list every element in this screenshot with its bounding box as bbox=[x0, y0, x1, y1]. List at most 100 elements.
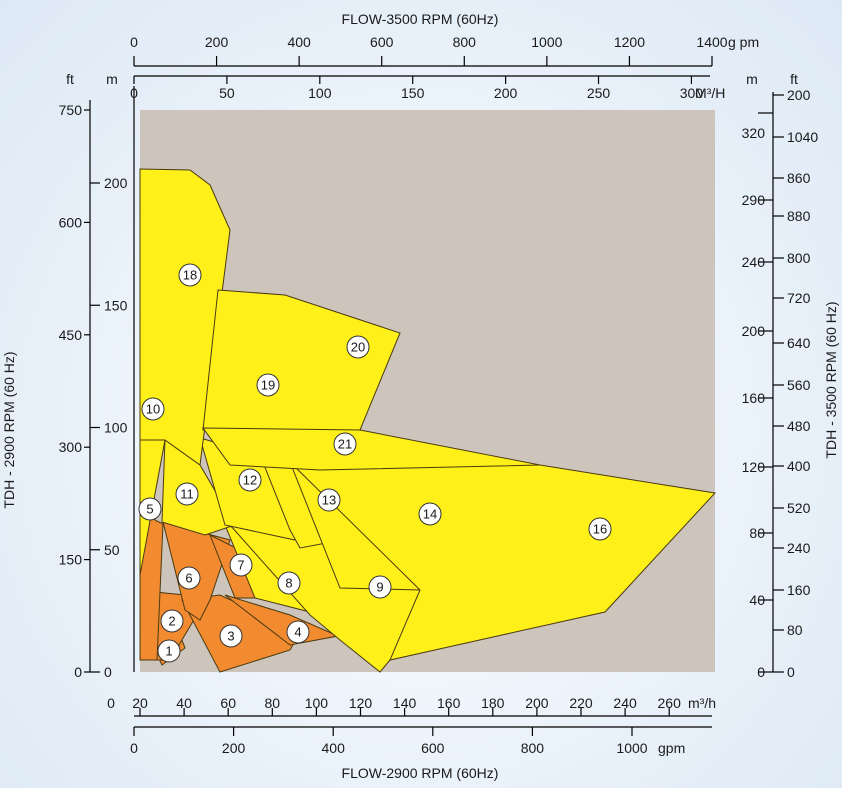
bottom-m3h-tick-label: 200 bbox=[525, 695, 549, 711]
bottom-m3h-tick-label: 180 bbox=[481, 695, 505, 711]
left-m-ticks: 200 150 100 50 0 bbox=[90, 175, 128, 680]
left-ft-tick-label: 150 bbox=[59, 552, 83, 568]
right-ticks: 3202902402001601208040020010408608808007… bbox=[742, 87, 819, 680]
right-ft-unit: ft bbox=[790, 71, 798, 87]
bottom-m3h-tick-label: 60 bbox=[220, 695, 236, 711]
top-m3h-tick-label: 50 bbox=[219, 85, 235, 101]
region-label-12: 12 bbox=[238, 468, 262, 492]
top-m3h-ticks: 0 50 100 150 200 250 300 bbox=[130, 76, 703, 101]
bottom-m3h-ticks: 0 20 40 60 80 100 120 140 160 180 200 220 240 260 bbox=[107, 695, 681, 716]
right-m-tick-label: 80 bbox=[749, 525, 765, 541]
region-label-19: 19 bbox=[256, 373, 280, 397]
region-label-circle bbox=[333, 432, 357, 456]
left-m-tick-label: 150 bbox=[104, 297, 128, 313]
region-label-text: 3 bbox=[227, 629, 234, 644]
region-label-text: 18 bbox=[183, 268, 197, 283]
right-ft-tick-label: 240 bbox=[787, 540, 811, 556]
region-label-text: 14 bbox=[423, 507, 437, 522]
region-label-7: 7 bbox=[229, 553, 253, 577]
right-ft-tick-label: 80 bbox=[787, 622, 803, 638]
region-label-circle bbox=[177, 566, 201, 590]
left-ft-tick-label: 600 bbox=[59, 214, 83, 230]
region-label-text: 21 bbox=[338, 437, 352, 452]
right-m-tick-label: 40 bbox=[749, 592, 765, 608]
right-m-tick-label: 0 bbox=[757, 664, 765, 680]
left-ft-tick-label: 450 bbox=[59, 327, 83, 343]
left-axis-title: TDH - 2900 RPM (60 Hz) bbox=[1, 351, 17, 508]
right-ft-tick-label: 160 bbox=[787, 582, 811, 598]
region-label-circle bbox=[238, 468, 262, 492]
right-ft-tick-label: 1040 bbox=[787, 129, 818, 145]
region-label-21: 21 bbox=[333, 432, 357, 456]
right-ft-tick-label: 480 bbox=[787, 418, 811, 434]
top-m3h-tick-label: 200 bbox=[494, 85, 518, 101]
region-label-circle bbox=[588, 517, 612, 541]
right-ft-tick-label: 880 bbox=[787, 208, 811, 224]
right-axis-title: TDH - 3500 RPM (60 Hz) bbox=[823, 301, 839, 458]
left-ft-tick-label: 750 bbox=[59, 102, 83, 118]
top-gpm-unit: g pm bbox=[728, 34, 759, 50]
region-label-text: 13 bbox=[322, 493, 336, 508]
region-label-text: 4 bbox=[294, 625, 301, 640]
right-ft-tick-label: 400 bbox=[787, 458, 811, 474]
top-m3h-unit: M³/H bbox=[695, 85, 725, 101]
region-label-text: 7 bbox=[237, 558, 244, 573]
bottom-m3h-tick-label: 220 bbox=[569, 695, 593, 711]
region-label-9: 9 bbox=[368, 575, 392, 599]
region-label-text: 9 bbox=[376, 580, 383, 595]
region-label-text: 11 bbox=[180, 487, 194, 502]
right-ft-tick-label: 520 bbox=[787, 500, 811, 516]
right-ft-tick-label: 640 bbox=[787, 335, 811, 351]
region-label-20: 20 bbox=[346, 335, 370, 359]
left-ft-ticks: 750 600 450 300 150 0 bbox=[59, 102, 90, 680]
regions bbox=[139, 168, 717, 673]
left-m-tick-label: 0 bbox=[104, 664, 112, 680]
top-gpm-tick-label: 800 bbox=[453, 34, 477, 50]
right-ft-tick-label: 0 bbox=[787, 664, 795, 680]
region-21 bbox=[202, 427, 541, 471]
region-label-13: 13 bbox=[317, 488, 341, 512]
region-label-circle bbox=[138, 497, 162, 521]
bottom-m3h-tick-label: 20 bbox=[132, 695, 148, 711]
top-m3h-tick-label: 300 bbox=[680, 85, 704, 101]
region-label-circle bbox=[141, 397, 165, 421]
region-label-1: 1 bbox=[157, 639, 181, 663]
left-m-unit: m bbox=[106, 71, 118, 87]
region-label-circle bbox=[286, 620, 310, 644]
region-label-circle bbox=[178, 263, 202, 287]
region-label-circle bbox=[219, 624, 243, 648]
right-m-tick-label: 320 bbox=[742, 125, 766, 141]
region-label-text: 20 bbox=[351, 340, 365, 355]
region-label-text: 8 bbox=[285, 576, 292, 591]
right-ft-tick-label: 860 bbox=[787, 170, 811, 186]
region-20 bbox=[202, 289, 401, 431]
bottom-gpm-tick-label: 800 bbox=[521, 740, 545, 756]
top-gpm-ticks: 0 200 400 600 800 1000 1200 1400 bbox=[130, 34, 728, 66]
top-m3h-tick-label: 100 bbox=[308, 85, 332, 101]
bottom-gpm-tick-label: 0 bbox=[130, 740, 138, 756]
top-gpm-tick-label: 1200 bbox=[614, 34, 645, 50]
bottom-gpm-tick-label: 200 bbox=[222, 740, 246, 756]
bottom-m3h-tick-label: 120 bbox=[349, 695, 373, 711]
top-gpm-tick-label: 600 bbox=[370, 34, 394, 50]
region-label-circle bbox=[256, 373, 280, 397]
bottom-gpm-tick-label: 400 bbox=[322, 740, 346, 756]
bottom-gpm-unit: gpm bbox=[658, 740, 685, 756]
region-label-6: 6 bbox=[177, 566, 201, 590]
top-gpm-tick-label: 200 bbox=[205, 34, 229, 50]
bottom-gpm-tick-label: 600 bbox=[421, 740, 445, 756]
left-ft-tick-label: 0 bbox=[74, 664, 82, 680]
right-m-tick-label: 240 bbox=[742, 254, 766, 270]
right-m-tick-label: 200 bbox=[742, 323, 766, 339]
left-m-tick-label: 100 bbox=[104, 420, 128, 436]
top-gpm-tick-label: 400 bbox=[287, 34, 311, 50]
region-label-text: 6 bbox=[185, 571, 192, 586]
region-label-4: 4 bbox=[286, 620, 310, 644]
bottom-m3h-tick-label: 260 bbox=[658, 695, 682, 711]
bottom-m3h-tick-label: 80 bbox=[265, 695, 281, 711]
bottom-m3h-tick-label: 40 bbox=[176, 695, 192, 711]
left-m-tick-label: 200 bbox=[104, 175, 128, 191]
region-label-circle bbox=[346, 335, 370, 359]
